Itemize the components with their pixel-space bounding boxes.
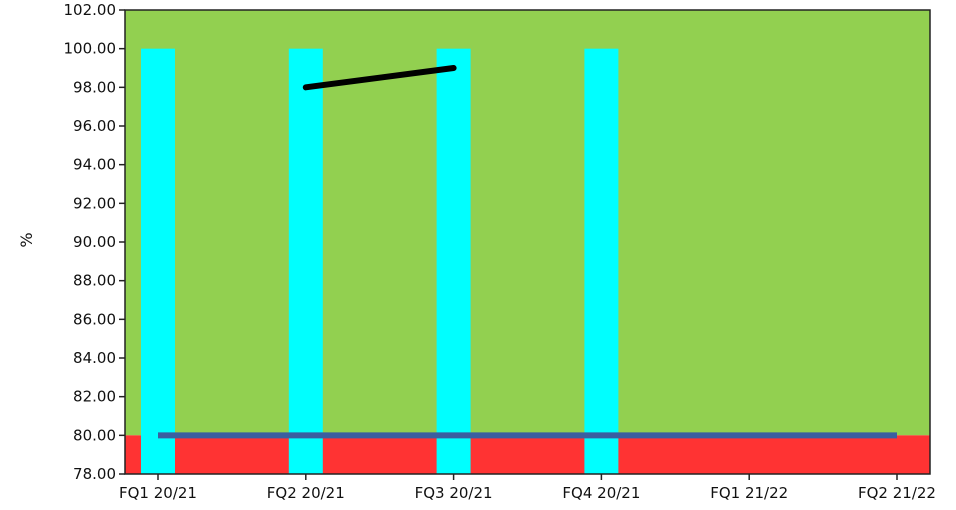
bar-series [141, 48, 619, 475]
x-tick-labels: FQ1 20/21 FQ2 20/21 FQ3 20/21 FQ4 20/21 FQ1 … [119, 474, 936, 502]
x-tick-label-5: FQ2 21/22 [858, 484, 936, 502]
background-bands [125, 10, 930, 474]
y-tick-label-10: 98.00 [73, 78, 116, 96]
y-tick-label-6: 90.00 [73, 233, 116, 251]
y-tick-label-1: 80.00 [73, 426, 116, 444]
y-axis-title: % [17, 232, 36, 247]
y-tick-label-7: 92.00 [73, 194, 116, 212]
y-tick-label-12: 102.00 [64, 1, 117, 19]
x-tick-label-0: FQ1 20/21 [119, 484, 197, 502]
line-segment-0 [302, 65, 457, 91]
bar-2 [436, 48, 471, 475]
y-tick-label-2: 82.00 [73, 388, 116, 406]
y-tick-label-3: 84.00 [73, 349, 116, 367]
y-tick-label-4: 86.00 [73, 310, 116, 328]
band-0 [125, 10, 930, 436]
y-tick-label-11: 100.00 [64, 40, 117, 58]
x-tick-label-1: FQ2 20/21 [267, 484, 345, 502]
line-series [302, 65, 457, 91]
bar-0 [141, 48, 175, 475]
y-tick-label-5: 88.00 [73, 272, 116, 290]
x-tick-label-2: FQ3 20/21 [415, 484, 493, 502]
y-tick-label-9: 96.00 [73, 117, 116, 135]
y-tick-labels: 78.00 80.00 82.00 84.00 86.00 88.00 90.00 92.00… [64, 1, 125, 483]
y-tick-label-8: 94.00 [73, 156, 116, 174]
x-tick-label-4: FQ1 21/22 [710, 484, 788, 502]
bar-3 [584, 48, 619, 475]
x-tick-label-3: FQ4 20/21 [562, 484, 640, 502]
bar-1 [288, 48, 323, 475]
band-1 [125, 435, 930, 474]
y-tick-label-0: 78.00 [73, 465, 116, 483]
